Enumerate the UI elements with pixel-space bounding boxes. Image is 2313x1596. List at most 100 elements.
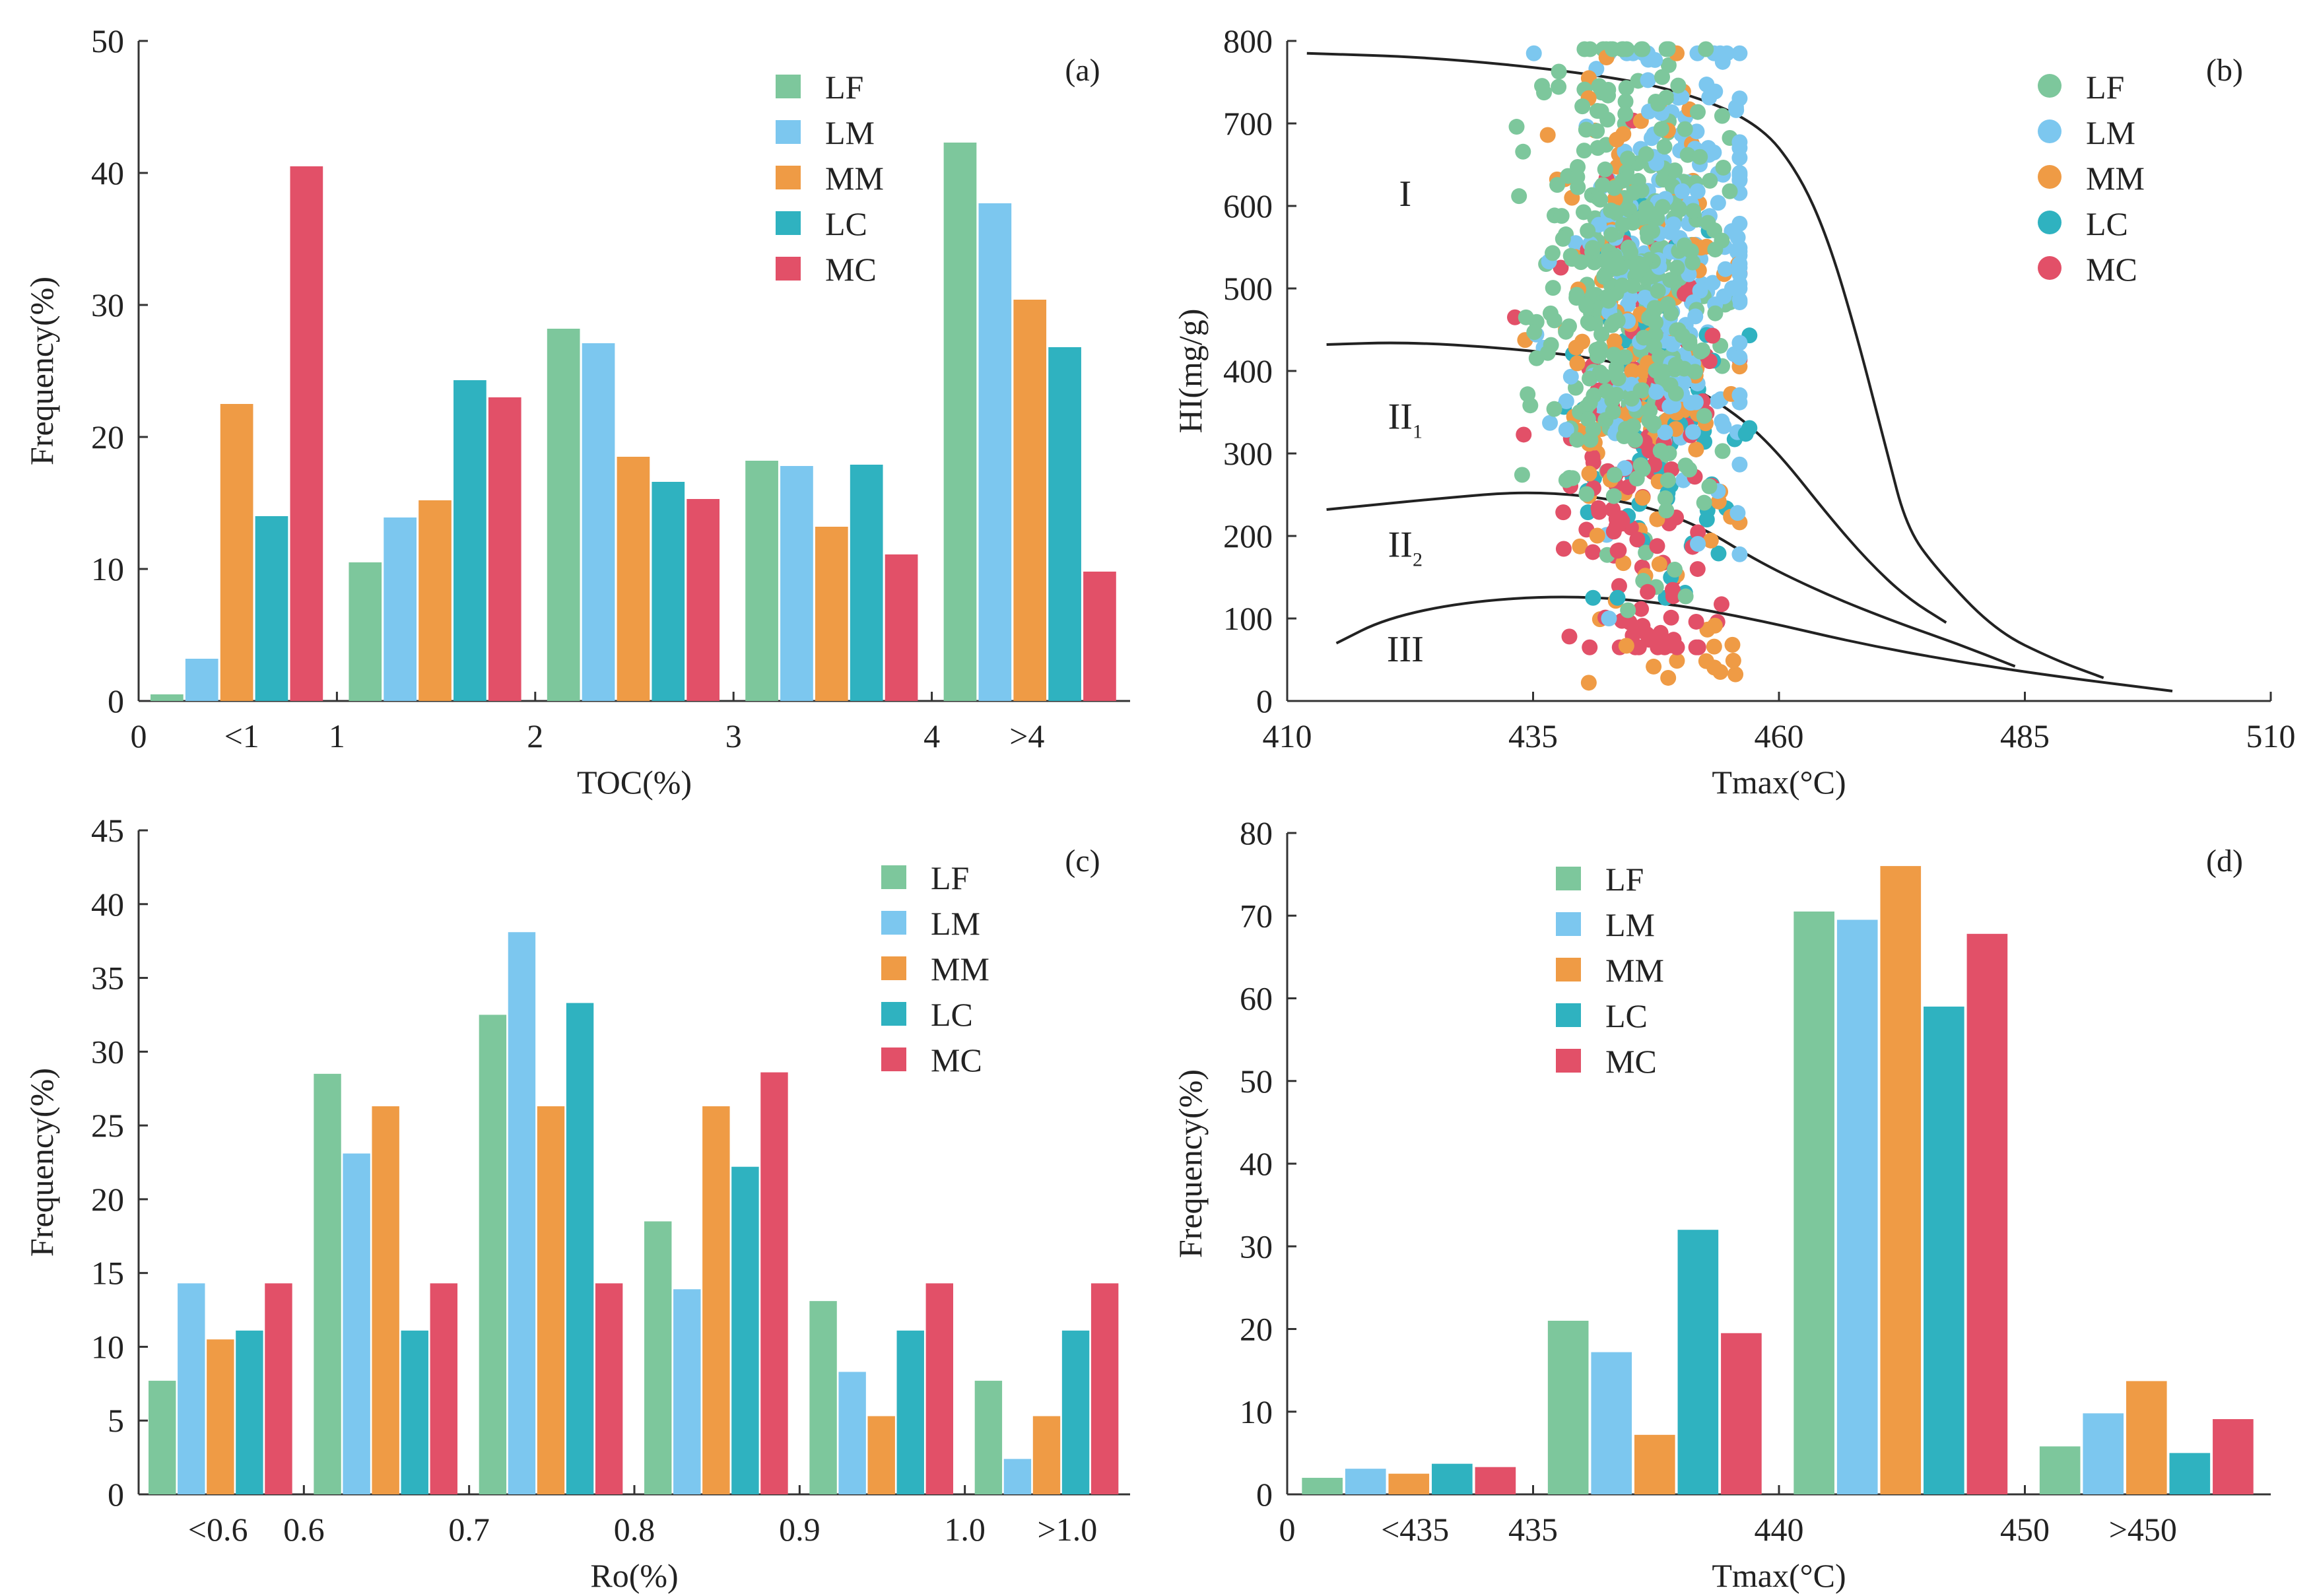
point-lf <box>1676 237 1693 253</box>
legend-swatch-mm <box>1556 958 1581 981</box>
y-tick-label: 10 <box>91 1328 124 1365</box>
point-lf <box>1555 230 1571 247</box>
panel-d: 0 10 20 30 40 50 60 70 80 Tmax(°C) Frequency(%) (d)… <box>1172 815 2271 1594</box>
point-lm <box>1730 240 1747 257</box>
bar-mc-3 <box>2213 1419 2254 1494</box>
point-lf <box>1689 104 1706 120</box>
point-mc <box>1633 601 1650 617</box>
bar-lf-4 <box>943 143 977 701</box>
bar-lf-3 <box>745 461 778 701</box>
point-lf <box>1608 387 1625 403</box>
bar-mc-2 <box>1966 933 2008 1494</box>
y-tick-label: 30 <box>1240 1228 1273 1265</box>
y-tick-label: 20 <box>91 418 124 455</box>
x-boundary-label: 1 <box>329 717 345 754</box>
legend-swatch-lc <box>1556 1003 1581 1027</box>
point-lf <box>1617 106 1634 122</box>
point-lm <box>1731 150 1748 166</box>
bar-lc-3 <box>850 465 883 701</box>
point-lm <box>1731 456 1748 473</box>
bar-mm-1 <box>1634 1434 1675 1494</box>
bar-lc-3 <box>731 1166 759 1494</box>
point-lm <box>1648 383 1665 400</box>
point-lf <box>1658 502 1675 519</box>
point-lf <box>1574 98 1591 115</box>
bar-lc-1 <box>453 380 486 701</box>
bar-mc-0 <box>265 1283 292 1494</box>
bar-mm-0 <box>1388 1473 1430 1494</box>
point-lm <box>1717 261 1733 277</box>
point-lf <box>1650 283 1666 299</box>
bar-lf-3 <box>644 1221 672 1494</box>
legend-label-mm: MM <box>1605 952 1664 989</box>
y-tick-label: 40 <box>91 886 124 923</box>
bar-mc-1 <box>1721 1333 1762 1494</box>
point-mc <box>1507 309 1524 325</box>
y-tick-label: 100 <box>1223 600 1273 637</box>
point-lm <box>1709 393 1726 409</box>
y-axis-title: HI(mg/g) <box>1172 309 1209 434</box>
point-lf <box>1536 84 1553 101</box>
point-lf <box>1674 327 1691 344</box>
y-tick-label: 600 <box>1223 187 1273 224</box>
point-mc <box>1649 538 1665 554</box>
point-lf <box>1605 347 1622 363</box>
point-mm <box>1580 675 1597 691</box>
point-lf <box>1696 494 1712 511</box>
point-lm <box>1731 294 1748 311</box>
y-tick-label: 400 <box>1223 352 1273 389</box>
point-lf <box>1692 149 1708 165</box>
x-boundary-label: 0.7 <box>448 1511 490 1548</box>
y-tick-label: 45 <box>91 812 124 849</box>
x-boundary-label: 0 <box>131 717 147 754</box>
bar-mc-0 <box>1475 1467 1516 1494</box>
point-lf <box>1696 408 1712 424</box>
point-lm <box>1710 195 1726 211</box>
bar-lc-0 <box>236 1330 263 1494</box>
bar-lf-0 <box>1302 1477 1343 1494</box>
point-mm <box>1618 638 1634 654</box>
bar-mm-3 <box>702 1106 730 1494</box>
point-lf <box>1597 161 1613 178</box>
point-lm <box>1731 387 1748 403</box>
bar-lm-5 <box>1003 1459 1032 1494</box>
point-lf <box>1636 329 1652 346</box>
y-tick-label: 0 <box>1256 1476 1273 1513</box>
bar-lf-5 <box>974 1380 1003 1494</box>
point-lm <box>1685 424 1701 440</box>
point-mc <box>1690 524 1706 541</box>
point-lc <box>1698 512 1715 528</box>
point-mc <box>1688 613 1704 630</box>
point-lf <box>1549 177 1566 193</box>
y-tick-label: 15 <box>91 1255 124 1292</box>
bar-lc-2 <box>1924 1007 1964 1494</box>
y-tick-label: 200 <box>1223 517 1273 554</box>
point-lf <box>1634 41 1651 57</box>
point-lm <box>1731 172 1748 189</box>
point-lm <box>1731 45 1748 61</box>
point-lf <box>1707 305 1724 321</box>
x-boundary-label: 0.8 <box>614 1511 655 1548</box>
y-tick-label: 300 <box>1223 435 1273 472</box>
x-category-label: <435 <box>1381 1511 1449 1548</box>
bar-mc-0 <box>290 166 323 701</box>
point-lf <box>1687 364 1703 380</box>
bar-lf-4 <box>809 1301 837 1494</box>
panel-a: 0 10 20 30 40 50 TOC(%) Frequency(%) (a) 0 1 2 3 4 <1 >… <box>23 22 1130 801</box>
point-lm <box>1558 393 1574 409</box>
point-lf <box>1591 78 1607 94</box>
point-lf <box>1520 386 1536 403</box>
y-tick-label: 40 <box>91 154 124 191</box>
x-tick-label: 485 <box>2000 717 2050 754</box>
point-lf <box>1592 191 1609 208</box>
point-mm <box>1698 653 1714 669</box>
bar-mc-2 <box>687 499 720 701</box>
y-tick-label: 20 <box>1240 1311 1273 1348</box>
x-boundary-label: 2 <box>527 717 543 754</box>
bar-lm-2 <box>582 343 615 701</box>
point-lm <box>1689 183 1706 199</box>
point-lm <box>1731 335 1748 351</box>
zone-label: III <box>1387 629 1424 670</box>
point-lm <box>1690 536 1706 552</box>
point-lf <box>1632 382 1649 399</box>
